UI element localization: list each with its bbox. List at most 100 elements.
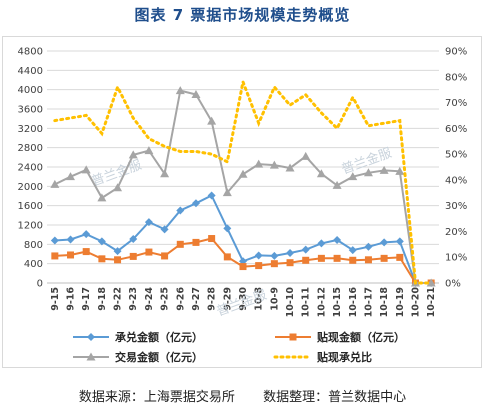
chart-svg: 0 400 800 1200 1600 2000 2400 2800 3200 3600 4000 4… [18,47,468,365]
data-point-acceptance [176,206,185,215]
data-point-discount [82,248,90,256]
data-point-discount [98,255,106,263]
data-point-trade [144,146,154,155]
data-point-acceptance [113,247,122,256]
data-point-discount [255,262,263,270]
data-point-discount [302,256,310,264]
x-tick-label: 10-12 [316,287,327,317]
data-point-trade [285,163,295,172]
data-point-trade [363,168,373,177]
data-point-discount [114,256,122,264]
y-right-tick-label: 90% [445,47,467,58]
data-point-acceptance [144,218,153,227]
legend-marker [87,333,95,341]
data-point-acceptance [129,235,138,244]
data-point-discount [380,254,388,262]
data-point-trade [113,183,123,192]
data-point-discount [161,252,169,260]
data-point-trade [175,86,185,95]
legend-label: 承兑金额（亿元） [115,330,203,344]
data-point-acceptance [380,238,389,247]
x-tick-label: 9-25 [160,287,171,311]
data-point-discount [129,252,137,260]
data-point-discount [396,253,404,261]
y-right-tick-label: 10% [445,253,467,264]
data-point-discount [223,253,231,261]
data-point-discount [239,263,247,271]
legend-marker [86,352,96,361]
data-point-acceptance [348,246,357,255]
y-left-tick-label: 4000 [18,85,43,96]
x-tick-label: 10-11 [301,287,312,317]
y-right-tick-label: 40% [445,175,467,186]
y-left-tick-label: 2400 [18,163,43,174]
x-tick-label: 9-16 [66,287,77,311]
legend-label: 交易金额（亿元） [115,350,203,364]
data-point-discount [270,260,278,268]
data-point-trade [238,169,248,178]
data-point-acceptance [333,235,342,244]
data-point-discount [51,252,59,260]
data-point-trade [191,90,201,98]
x-tick-label: 10-20 [410,287,421,318]
data-point-discount [364,256,372,264]
y-right-tick-label: 0% [445,279,461,290]
data-point-acceptance [191,199,200,208]
y-left-tick-label: 1600 [18,201,43,212]
data-point-discount [317,254,325,262]
data-point-trade [395,166,405,175]
y-left-tick-label: 1200 [18,221,43,232]
y-left-tick-label: 400 [24,259,43,270]
data-point-discount [176,240,184,248]
x-tick-label: 10-18 [379,287,390,318]
data-point-trade [254,159,264,168]
series-line-discount-ratio [53,76,433,285]
data-point-acceptance [50,236,59,245]
legend-label: 贴现承兑比 [316,350,372,364]
y-right-tick-label: 20% [445,227,467,238]
y-left-tick-label: 2800 [18,143,43,154]
y-right-tick-label: 60% [445,124,467,135]
data-point-trade [160,169,170,178]
chart-title: 图表 7 票据市场规模走势概览 [134,6,351,24]
y-left-tick-label: 800 [24,240,43,251]
x-tick-label: 9-23 [128,287,139,311]
chart-area: 0 400 800 1200 1600 2000 2400 2800 3200 3600 4000 4… [2,36,482,368]
x-tick-label: 9-28 [207,287,218,311]
x-tick-label: 9-18 [97,287,108,311]
data-point-acceptance [301,245,310,254]
data-point-discount [208,235,216,243]
data-point-acceptance [223,224,232,233]
x-tick-label: 9-29 [222,287,233,311]
data-point-acceptance [160,225,169,234]
data-point-acceptance [82,230,91,239]
x-tick-label: 10-9 [269,287,280,311]
x-tick-label: 9-15 [50,287,61,311]
x-tick-label: 10-8 [254,287,265,311]
x-tick-label: 10-10 [285,287,296,318]
data-point-acceptance [270,251,279,260]
y-right-tick-label: 80% [445,72,467,83]
y-left-tick-label: 4400 [18,66,43,77]
y-left-tick-label: 2000 [18,182,43,193]
y-left-tick-label: 4800 [18,47,43,58]
x-tick-label: 10-19 [395,287,406,317]
data-point-trade [81,165,91,174]
x-tick-label: 9-22 [113,287,124,311]
data-point-discount [67,251,75,259]
data-point-trade [426,278,436,287]
data-point-trade [50,179,60,188]
data-point-acceptance [207,191,216,200]
y-right-tick-label: 50% [445,150,467,161]
x-tick-label: 10-17 [363,287,374,317]
data-point-discount [286,259,294,267]
data-point-trade [332,180,342,189]
data-point-trade [207,116,217,125]
y-left-tick-label: 0 [37,279,43,290]
x-tick-label: 9-27 [191,287,202,311]
x-tick-label: 10-16 [348,287,359,318]
data-point-discount [192,238,200,246]
y-left-tick-label: 3600 [18,105,43,116]
data-point-acceptance [317,239,326,248]
